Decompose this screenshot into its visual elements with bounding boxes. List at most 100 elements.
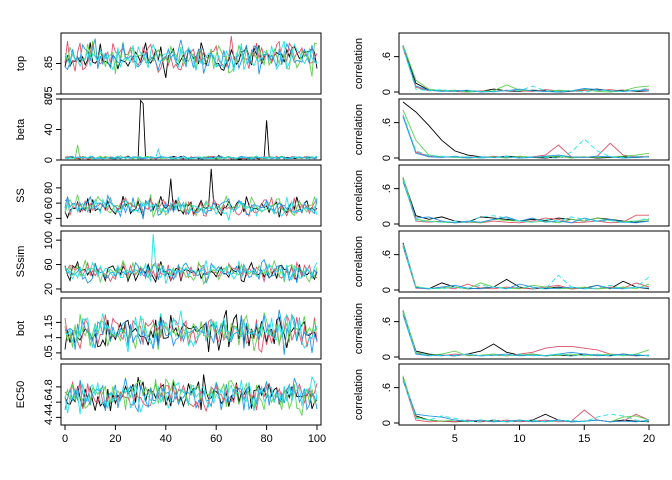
acf-panel-frame	[398, 98, 670, 161]
trace-line-series-5	[64, 40, 318, 73]
y-tick-label: 40	[43, 212, 55, 224]
acf-panel-frame	[398, 230, 670, 293]
trace-line-series-1	[64, 42, 318, 78]
acf-line-series-1	[402, 377, 650, 423]
trace-line-series-2	[64, 261, 318, 284]
y-axis-label: correlation	[353, 38, 365, 89]
acf-line-series-4	[402, 116, 650, 159]
trace-panel-EC50: 4.44.64.8 EC50	[15, 363, 322, 426]
y-axis-label: SSsim	[15, 246, 27, 278]
trace-panel-SS: 40 60 80 SS	[15, 164, 322, 227]
y-axis-label: correlation	[353, 369, 365, 420]
x-tick-label: 10	[513, 433, 525, 445]
acf-line-series-3	[402, 243, 650, 290]
acf-panel-frame	[398, 164, 670, 227]
trace-x-axis: 0 20 40 60 80 100	[62, 425, 326, 445]
y-axis-label: correlation	[353, 303, 365, 354]
y-tick-label: 4.6	[43, 394, 55, 409]
y-axis-label: bot	[15, 321, 27, 336]
trace-line-series-5	[64, 196, 318, 222]
y-tick-label: 100	[43, 231, 55, 249]
acf-line-series-1	[402, 101, 650, 159]
y-axis-label: correlation	[353, 236, 365, 287]
y-tick-label: .6	[381, 383, 393, 392]
trace-line-series-5	[64, 234, 318, 284]
trace-line-series-3	[64, 377, 318, 416]
autocorrelation-panel-1: 0 .6 correlation	[353, 32, 670, 95]
autocorrelation-panel-6: 0 .6 correlation	[353, 363, 670, 426]
trace-line-series-3	[64, 258, 318, 286]
trace-line-series-5	[64, 147, 318, 160]
x-tick-label: 80	[260, 433, 272, 445]
x-tick-label: 20	[109, 433, 121, 445]
trace-line-series-4	[64, 309, 318, 355]
trace-panel-frame	[60, 363, 322, 426]
y-axis-label: correlation	[353, 170, 365, 221]
acf-line-series-1	[402, 177, 650, 223]
trace-panel-SSsim: 20 60 100 SSsim	[15, 230, 322, 295]
trace-line-series-5	[64, 310, 318, 353]
y-tick-label: 0	[381, 287, 393, 293]
autocorrelation-panel-5: 0 .6 correlation	[353, 297, 670, 360]
trace-line-series-4	[64, 258, 318, 285]
autocorrelation-panel-2: 0 .6 correlation	[353, 98, 670, 161]
acf-line-series-4	[402, 380, 650, 423]
acf-panel-frame	[398, 32, 670, 95]
trace-line-series-1	[64, 99, 318, 160]
y-axis-label: correlation	[353, 104, 365, 155]
trace-plots-column: .75 .85 top 0 40 80 beta 40 60 80 SS 20 60 100 SSsim .0…	[15, 32, 326, 445]
x-tick-label: 0	[62, 433, 68, 445]
y-tick-label: 0	[43, 157, 55, 163]
acf-line-series-4	[402, 314, 650, 357]
y-tick-label: .15	[43, 315, 55, 330]
acf-line-series-2	[402, 379, 650, 423]
y-axis-label: SS	[15, 188, 27, 203]
acf-line-series-3	[402, 309, 650, 357]
x-tick-label: 5	[452, 433, 458, 445]
acf-line-series-3	[402, 109, 650, 159]
x-tick-label: 60	[210, 433, 222, 445]
y-tick-label: .75	[43, 86, 55, 101]
y-axis-label: top	[15, 56, 27, 71]
acf-line-series-5	[402, 312, 650, 357]
acf-line-series-4	[402, 46, 650, 93]
y-tick-label: .6	[381, 184, 393, 193]
y-tick-label: 40	[43, 123, 55, 135]
acf-line-series-5	[402, 47, 650, 93]
acf-panel-frame	[398, 363, 670, 426]
acf-line-series-4	[402, 181, 650, 224]
trace-line-series-3	[64, 312, 318, 352]
acf-line-series-2	[402, 115, 650, 159]
y-tick-label: 0	[381, 221, 393, 227]
x-tick-label: 20	[643, 433, 655, 445]
acf-line-series-5	[402, 179, 650, 224]
acf-line-series-1	[402, 242, 650, 290]
y-tick-label: .6	[381, 52, 393, 61]
y-axis-label: EC50	[15, 381, 27, 409]
y-tick-label: 4.4	[43, 410, 55, 425]
trace-line-series-1	[64, 168, 318, 220]
acf-line-series-2	[402, 313, 650, 357]
y-tick-label: 60	[43, 197, 55, 209]
acf-line-series-2	[402, 179, 649, 224]
y-tick-label: 0	[381, 420, 393, 426]
acf-line-series-5	[402, 244, 650, 290]
trace-panel-bot: .05 .1 .15 bot	[15, 297, 322, 361]
autocorrelation-plots-column: 0 .6 correlation 0 .6 correlation 0 .6 correlati…	[353, 32, 670, 445]
acf-line-series-5	[402, 378, 650, 423]
trace-panel-frame	[60, 98, 322, 161]
x-tick-label: 15	[578, 433, 590, 445]
x-tick-label: 40	[160, 433, 172, 445]
trace-line-series-5	[64, 375, 318, 415]
trace-panel-frame	[60, 230, 322, 293]
trace-panel-frame	[60, 164, 322, 227]
y-tick-label: .6	[381, 118, 393, 127]
y-tick-label: .6	[381, 317, 393, 326]
acf-line-series-1	[402, 310, 650, 357]
y-tick-label: 0	[381, 155, 393, 161]
trace-panel-top: .75 .85 top	[15, 32, 322, 102]
y-tick-label: 20	[43, 283, 55, 295]
y-tick-label: 0	[381, 89, 393, 95]
trace-panel-frame	[60, 297, 322, 360]
